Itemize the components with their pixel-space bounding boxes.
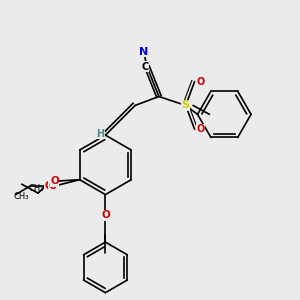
Text: O: O xyxy=(48,181,56,191)
Text: H: H xyxy=(96,129,104,139)
Text: CH₃: CH₃ xyxy=(14,192,29,201)
Text: O: O xyxy=(45,181,54,191)
Text: C: C xyxy=(141,62,148,72)
Text: S: S xyxy=(182,100,190,110)
Text: O: O xyxy=(196,124,205,134)
Text: CH₂: CH₂ xyxy=(29,184,44,193)
Text: N: N xyxy=(140,47,149,57)
Text: O: O xyxy=(196,76,205,87)
Text: O: O xyxy=(50,176,59,186)
Text: O: O xyxy=(101,210,110,220)
